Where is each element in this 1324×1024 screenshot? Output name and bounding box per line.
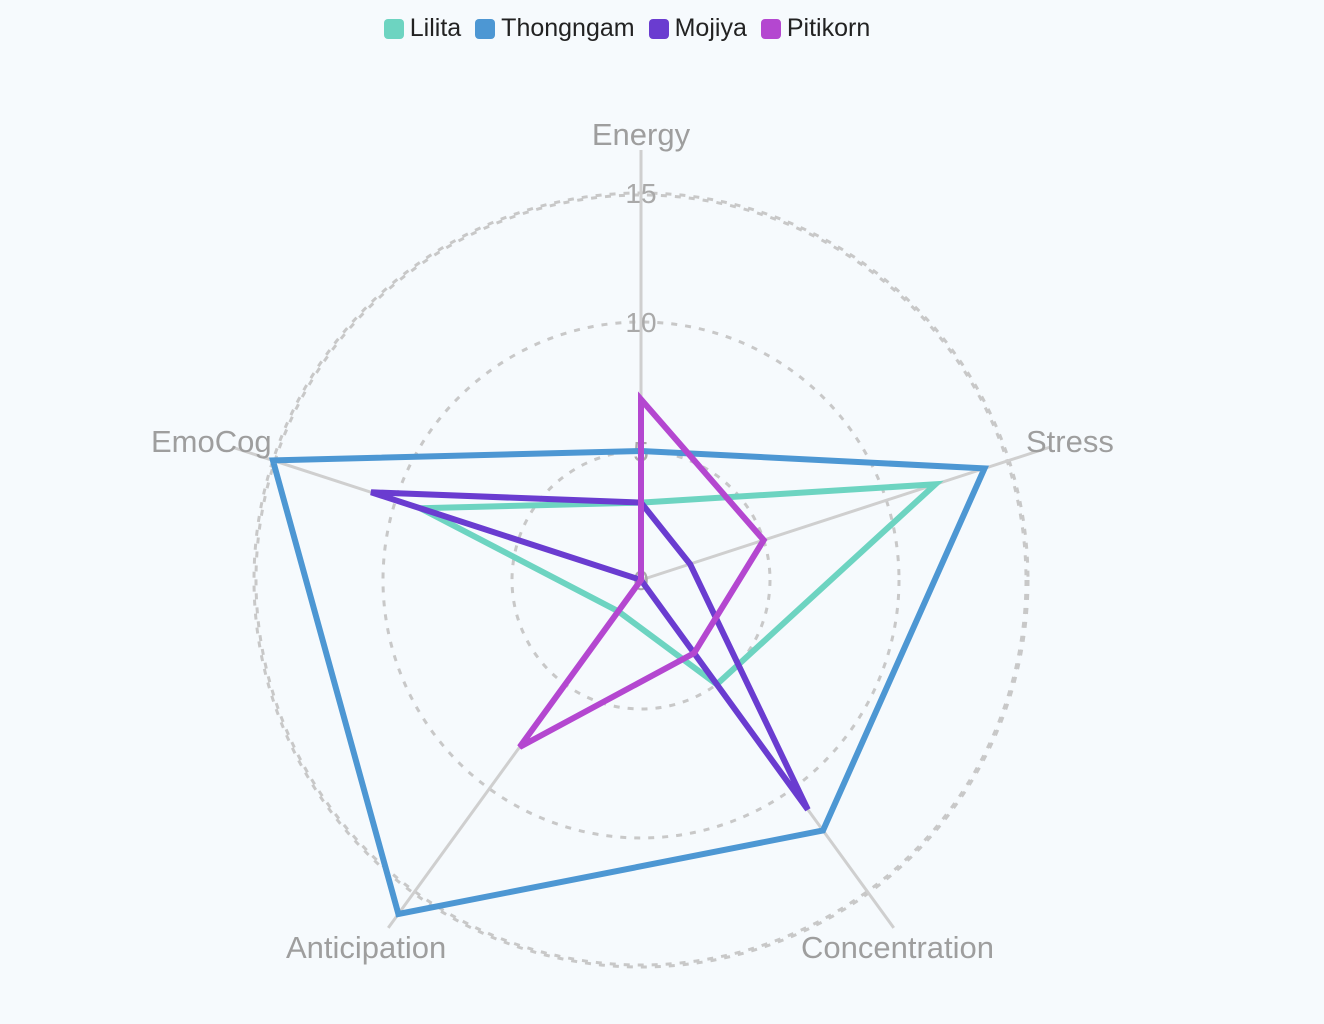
grid-circle xyxy=(381,320,901,840)
legend-swatch xyxy=(760,18,781,39)
axis-label-emocog: EmoCog xyxy=(151,424,272,459)
legend-label: Pitikorn xyxy=(786,14,871,42)
legend-item-mojiya[interactable]: Mojiya xyxy=(648,14,747,43)
legend-label: Lilita xyxy=(409,14,462,42)
legend-swatch xyxy=(383,18,404,39)
axis-label-stress: Stress xyxy=(1026,424,1114,459)
tick-label: 15 xyxy=(625,178,656,209)
series-polygon-lilita xyxy=(418,480,944,689)
legend-swatch xyxy=(648,18,669,39)
axis-label-anticipation: Anticipation xyxy=(286,930,446,965)
axis-label-energy: Energy xyxy=(592,117,691,152)
axis-label-concentration: Concentration xyxy=(801,930,994,965)
legend-item-pitikorn[interactable]: Pitikorn xyxy=(760,14,871,43)
legend-swatch xyxy=(475,18,496,39)
grid-circle xyxy=(254,193,1028,967)
series-polygon-thongngam xyxy=(268,447,990,918)
legend-label: Mojiya xyxy=(674,14,747,42)
legend-item-lilita[interactable]: Lilita xyxy=(383,14,462,43)
series-polygon-mojiya xyxy=(370,489,811,812)
series-polygon-pitikorn xyxy=(517,391,768,750)
legend-label: Thongngam xyxy=(501,14,635,42)
legend: Lilita Thongngam Mojiya Pitikorn xyxy=(0,14,1254,43)
tick-label: 10 xyxy=(625,307,656,338)
legend-item-thongngam[interactable]: Thongngam xyxy=(475,14,635,43)
